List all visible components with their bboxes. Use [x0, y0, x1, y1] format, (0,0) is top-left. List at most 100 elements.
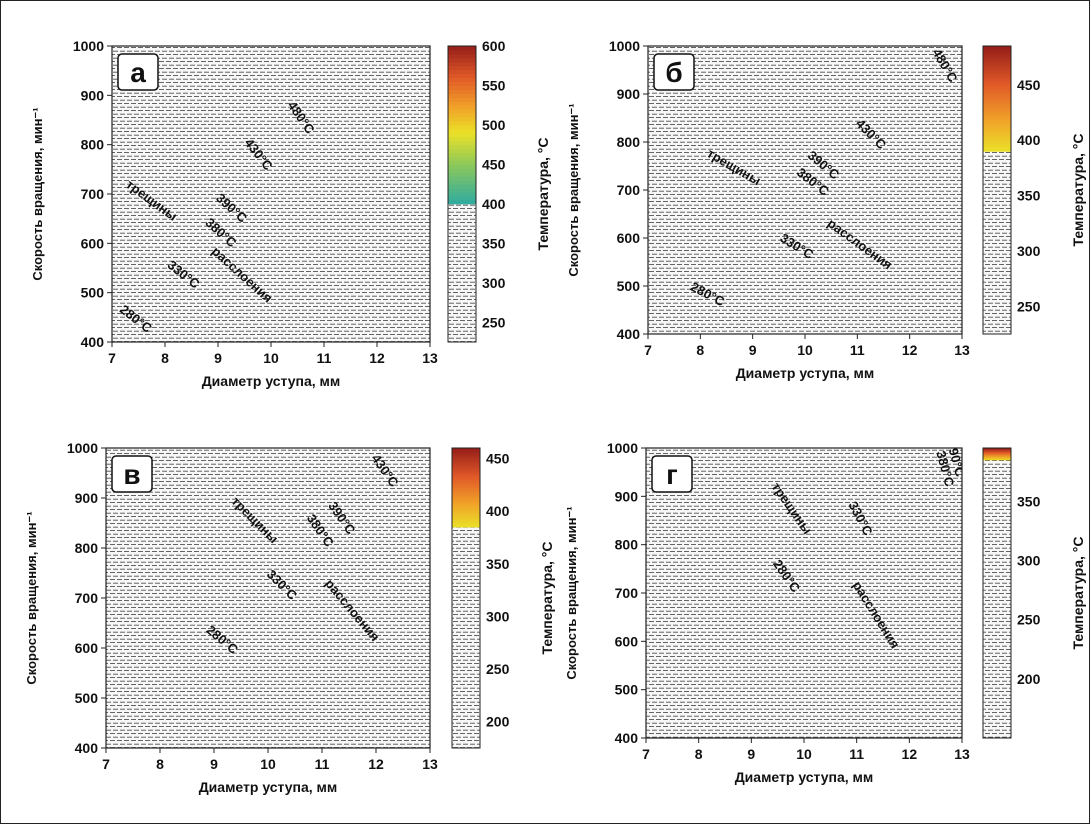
x-tick-label: 8: [696, 342, 704, 358]
y-tick-label: 800: [615, 537, 639, 553]
x-tick-label: 13: [954, 342, 970, 358]
x-tick-label: 8: [695, 746, 703, 762]
panel-letter: г: [651, 455, 693, 493]
colorbar-tick-label: 250: [486, 661, 510, 677]
colorbar-segment: [983, 48, 1011, 52]
colorbar-segment: [448, 120, 476, 126]
colorbar: 250 300 350 400 450 500 550 600 Температура, °C: [447, 38, 551, 343]
x-tick-label: 7: [642, 746, 650, 762]
colorbar-segment: [452, 507, 480, 510]
colorbar-segment: [452, 457, 480, 461]
y-tick-label: 1000: [73, 38, 104, 54]
panel-letter: а: [117, 53, 159, 91]
panel-letter: в: [111, 455, 153, 493]
colorbar-segment: [448, 61, 476, 67]
colorbar-segment: [452, 501, 480, 504]
x-tick-label: 9: [749, 342, 757, 358]
colorbar-segment: [448, 132, 476, 138]
colorbar-segment: [448, 128, 476, 134]
colorbar-segment: [452, 479, 480, 483]
x-axis-label: Диаметр уступа, мм: [202, 373, 341, 389]
x-tick-label: 12: [902, 746, 918, 762]
colorbar-segment: [983, 111, 1011, 115]
colorbar-tick-label: 300: [1017, 552, 1041, 568]
colorbar: 200 250 300 350 Температура, °C: [982, 447, 1086, 739]
colorbar-segment: [452, 465, 480, 469]
heatmap-area: 280°C330°C380°C390°C430°Cтрещинырасслоен…: [106, 448, 430, 748]
y-tick-label: 400: [617, 326, 641, 342]
colorbar-segment: [448, 101, 476, 106]
colorbar-segment: [448, 195, 476, 201]
y-tick-label: 600: [81, 235, 105, 251]
colorbar-segment: [448, 81, 476, 86]
x-tick-label: 7: [102, 756, 110, 772]
colorbar-segment: [983, 101, 1011, 105]
colorbar-segment: [452, 519, 480, 522]
colorbar-segment: [448, 46, 476, 51]
colorbar-segment: [448, 180, 476, 185]
colorbar-tick-label: 450: [482, 156, 506, 172]
y-axis-label: Скорость вращения, мин⁻¹: [564, 506, 579, 679]
y-tick-label: 500: [81, 285, 105, 301]
colorbar-segment: [983, 64, 1011, 68]
colorbar-segment: [452, 505, 480, 508]
colorbar-segment: [452, 513, 480, 516]
x-axis-label: Диаметр уступа, мм: [735, 769, 874, 785]
colorbar-segment: [448, 109, 476, 114]
y-tick-label: 800: [81, 137, 105, 153]
colorbar-segment: [452, 509, 480, 512]
colorbar-label: Температура, °C: [1070, 133, 1086, 246]
svg-text:в: в: [123, 459, 140, 490]
colorbar-hatched: [448, 203, 476, 342]
colorbar-segment: [983, 85, 1011, 89]
colorbar-tick-label: 400: [482, 196, 506, 212]
colorbar-segment: [452, 469, 480, 473]
colorbar-segment: [448, 65, 476, 71]
x-tick-label: 11: [850, 342, 865, 358]
y-tick-label: 400: [81, 334, 105, 350]
colorbar-segment: [983, 143, 1011, 147]
colorbar-segment: [983, 61, 1011, 65]
colorbar-segment: [448, 113, 476, 118]
colorbar-segment: [448, 144, 476, 150]
panel-1: 280°C330°C380°C390°C430°C480°Cтрещинырас…: [30, 38, 551, 389]
y-tick-label: 400: [75, 740, 99, 756]
colorbar-segment: [448, 172, 476, 177]
x-tick-label: 12: [902, 342, 918, 358]
colorbar-segment: [452, 523, 480, 526]
x-tick-label: 13: [422, 350, 438, 366]
x-tick-label: 13: [422, 756, 438, 772]
colorbar-segment: [983, 132, 1011, 136]
colorbar-segment: [448, 168, 476, 173]
hatched-region: [648, 46, 962, 334]
colorbar-segment: [452, 467, 480, 471]
colorbar-segment: [983, 130, 1011, 134]
svg-text:а: а: [130, 57, 146, 88]
colorbar-tick-label: 350: [486, 556, 510, 572]
colorbar-tick-label: 350: [1017, 188, 1041, 204]
colorbar-segment: [452, 483, 480, 486]
colorbar-segment: [452, 524, 480, 528]
colorbar-tick-label: 550: [482, 77, 506, 93]
colorbar-segment: [452, 521, 480, 524]
colorbar-segment: [983, 119, 1011, 123]
colorbar-tick-label: 400: [486, 503, 510, 519]
colorbar-tick-label: 300: [1017, 243, 1041, 259]
colorbar-segment: [448, 160, 476, 165]
x-tick-label: 11: [315, 756, 330, 772]
panel-3: 280°C330°C380°C390°C430°Cтрещинырасслоен…: [24, 440, 555, 795]
colorbar-segment: [983, 114, 1011, 118]
colorbar-segment: [983, 127, 1011, 131]
y-tick-label: 500: [75, 690, 99, 706]
colorbar-tick-label: 250: [1017, 612, 1041, 628]
colorbar-segment: [452, 455, 480, 459]
x-tick-label: 7: [108, 350, 116, 366]
x-tick-label: 9: [210, 756, 218, 772]
colorbar-segment: [983, 117, 1011, 121]
colorbar-tick-label: 200: [486, 714, 510, 730]
colorbar-tick-label: 350: [482, 235, 506, 251]
colorbar: 200 250 300 350 400 450 Температура, °C: [451, 447, 555, 749]
colorbar-segment: [983, 93, 1011, 97]
